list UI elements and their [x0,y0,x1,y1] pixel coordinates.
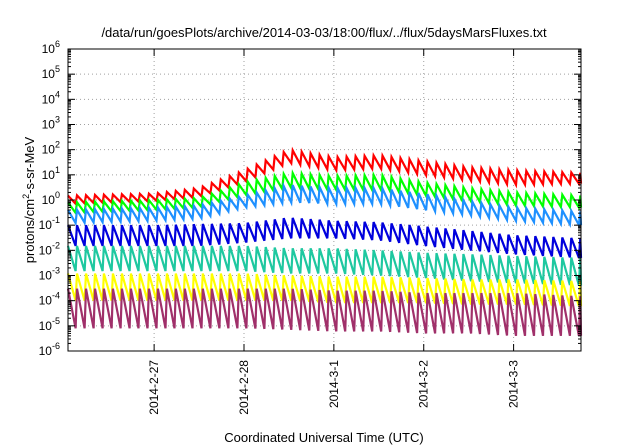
y-tick-exponent: -4 [52,291,60,301]
x-tick-label: 2014-3-1 [327,360,341,408]
y-tick-label: 10-2 [39,240,60,257]
y-tick-label: 10-4 [39,291,60,308]
series-layer [66,146,583,337]
y-tick-label: 10-1 [39,215,60,232]
series-line-2 [67,181,583,229]
y-tick-label: 105 [42,64,60,81]
x-tick-label: 2014-3-2 [417,360,431,408]
y-axis-label-pre: protons/cm [22,199,37,263]
y-tick-base: 10 [39,243,53,257]
y-tick-exponent: 1 [55,165,60,175]
y-tick-label: 104 [42,89,60,106]
x-tick-label: 2014-2-28 [237,360,251,415]
y-axis-label: protons/cm2-s-sr-MeV [21,136,37,263]
y-tick-exponent: -2 [52,240,60,250]
y-tick-exponent: 4 [55,89,60,99]
x-tick-label: 2014-3-3 [507,360,521,408]
y-tick-label: 10-5 [39,316,60,333]
y-tick-exponent: -5 [52,316,60,326]
y-tick-base: 10 [42,193,56,207]
y-tick-exponent: -6 [52,341,60,351]
y-tick-exponent: -1 [52,215,60,225]
y-tick-base: 10 [39,294,53,308]
series-line-4 [66,245,583,286]
series-line-3 [66,217,583,259]
y-tick-label: 106 [42,39,60,56]
y-tick-label: 10-6 [39,341,60,358]
chart-title: /data/run/goesPlots/archive/2014-03-03/1… [101,25,547,40]
tick-marks [68,48,581,352]
y-tick-label: 102 [42,140,60,157]
y-axis-label-post: -s-sr-MeV [22,136,37,193]
y-tick-label: 101 [42,165,60,182]
y-tick-base: 10 [42,42,56,56]
y-tick-base: 10 [39,269,53,283]
y-tick-exponent: 6 [55,39,60,49]
x-tick-label: 2014-2-27 [147,360,161,415]
y-tick-exponent: 0 [55,190,60,200]
y-tick-base: 10 [42,168,56,182]
y-tick-exponent: 3 [55,115,60,125]
y-tick-base: 10 [39,218,53,232]
y-tick-exponent: 2 [55,140,60,150]
y-tick-base: 10 [39,319,53,333]
x-tick-labels: 2014-2-27 2014-2-28 2014-3-1 2014-3-2 2014-3… [147,360,520,415]
grid-lines [68,49,581,351]
y-tick-base: 10 [42,67,56,81]
y-axis-label-sup: 2 [21,194,31,199]
x-axis-label: Coordinated Universal Time (UTC) [224,430,423,445]
y-tick-base: 10 [42,118,56,132]
y-tick-label: 100 [42,190,60,207]
series-line-6 [66,288,583,337]
y-tick-label: 103 [42,115,60,132]
y-tick-base: 10 [39,344,53,358]
y-tick-base: 10 [42,143,56,157]
y-tick-labels: 10-610-510-410-310-210-11001011021031041… [39,39,60,358]
y-tick-label: 10-3 [39,266,60,283]
y-tick-exponent: -3 [52,266,60,276]
series-line-0 [67,146,583,207]
y-tick-base: 10 [42,92,56,106]
y-tick-exponent: 5 [55,64,60,74]
